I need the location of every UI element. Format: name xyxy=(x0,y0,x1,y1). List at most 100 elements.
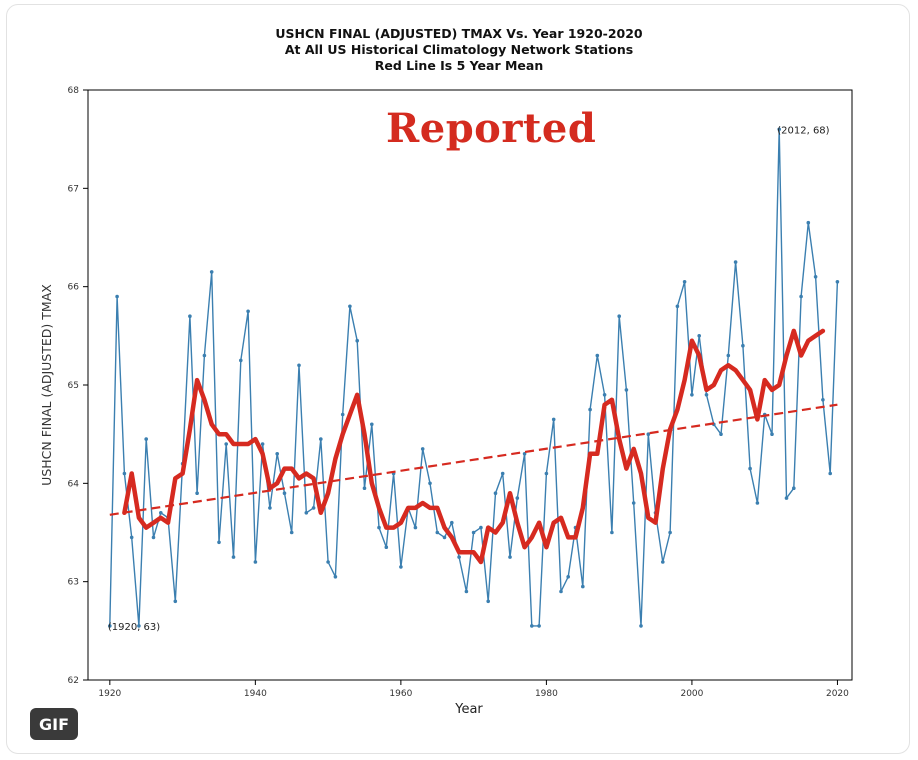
point-annotation: (2012, 68) xyxy=(777,125,829,136)
annual-tmax-point xyxy=(726,353,731,358)
annual-tmax-point xyxy=(704,393,709,397)
annual-tmax-point xyxy=(362,486,367,491)
x-tick-label: 1960 xyxy=(389,689,412,699)
annual-tmax-point xyxy=(806,220,811,225)
x-tick-label: 1920 xyxy=(98,689,121,699)
annual-tmax-point xyxy=(624,388,629,392)
annual-tmax-point xyxy=(777,127,781,132)
annual-tmax-point xyxy=(639,624,643,628)
annual-tmax-point xyxy=(544,471,549,476)
annual-tmax-point xyxy=(333,575,338,579)
gif-badge-button[interactable]: GIF xyxy=(30,708,78,740)
y-tick-label: 64 xyxy=(68,479,80,489)
annual-tmax-point xyxy=(420,447,425,451)
annual-tmax-point xyxy=(188,314,192,319)
annual-tmax-point xyxy=(697,334,701,338)
annual-tmax-point xyxy=(340,412,345,417)
annual-tmax-point xyxy=(217,540,221,545)
annual-tmax-point xyxy=(755,501,760,505)
annual-tmax-point xyxy=(610,530,614,535)
x-tick-label: 1980 xyxy=(535,689,558,699)
y-axis: 62 63 64 65 66 67 68 xyxy=(68,86,88,686)
y-axis-label: USHCN FINAL (ADJUSTED) TMAX xyxy=(39,284,54,486)
annual-tmax-point xyxy=(311,506,316,510)
annual-tmax-point xyxy=(304,511,309,515)
annual-tmax-point xyxy=(813,275,818,279)
annual-tmax-point xyxy=(471,530,476,535)
annual-tmax-point xyxy=(602,393,607,397)
chart-title-block: USHCN FINAL (ADJUSTED) TMAX Vs. Year 192… xyxy=(0,26,918,74)
reported-stamp: Reported xyxy=(386,105,597,152)
annual-tmax-point xyxy=(173,599,178,604)
annual-tmax-point xyxy=(559,589,563,594)
annual-tmax-point xyxy=(500,471,505,476)
annual-tmax-point xyxy=(275,452,280,456)
chart-subtitle-2: Red Line Is 5 Year Mean xyxy=(374,58,544,73)
annual-tmax-point xyxy=(348,304,352,309)
annual-tmax-point xyxy=(159,511,163,515)
annual-tmax-point xyxy=(799,294,803,299)
point-annotation: (1920, 63) xyxy=(108,622,160,633)
annual-tmax-point xyxy=(719,432,723,437)
y-tick-label: 63 xyxy=(68,578,79,588)
series-layer xyxy=(108,127,840,628)
trend-line xyxy=(109,403,838,516)
x-axis: 1920 1940 1960 1980 2000 2020 xyxy=(98,680,849,699)
annual-tmax-point xyxy=(493,491,498,496)
y-tick-label: 65 xyxy=(68,381,79,391)
annotations: (1920, 63) (2012, 68) xyxy=(108,125,830,633)
annual-tmax-point xyxy=(792,486,796,491)
y-tick-label: 62 xyxy=(68,676,79,686)
annual-tmax-point xyxy=(450,520,454,525)
five-year-mean-line xyxy=(122,328,826,565)
annual-tmax-point xyxy=(588,407,592,412)
annual-tmax-point xyxy=(661,560,665,564)
annual-tmax-point xyxy=(297,363,301,368)
chart-title: USHCN FINAL (ADJUSTED) TMAX Vs. Year 192… xyxy=(275,26,643,41)
annual-tmax-point xyxy=(355,338,360,343)
annual-tmax-point xyxy=(457,555,461,559)
annual-tmax-point xyxy=(508,555,512,559)
annual-tmax-point xyxy=(515,496,520,500)
annual-tmax-point xyxy=(282,491,287,496)
annual-tmax-point xyxy=(464,589,469,594)
annual-tmax-point xyxy=(399,565,403,569)
annual-tmax-point xyxy=(253,560,258,564)
annual-tmax-point xyxy=(108,624,112,628)
annual-tmax-point xyxy=(268,506,272,510)
y-tick-label: 68 xyxy=(68,86,80,96)
annual-tmax-point xyxy=(209,270,214,274)
annual-tmax-point xyxy=(784,496,789,500)
annual-tmax-point xyxy=(326,560,330,564)
annual-tmax-point xyxy=(435,530,440,535)
post-card xyxy=(6,4,910,754)
annual-tmax-point xyxy=(239,358,243,363)
annual-tmax-point xyxy=(428,481,432,486)
annual-tmax-point xyxy=(486,599,491,604)
annual-tmax-point xyxy=(137,624,141,628)
annual-tmax-point xyxy=(231,555,236,559)
annual-tmax-point xyxy=(224,442,228,446)
annual-tmax-point xyxy=(319,437,323,441)
x-axis-label: Year xyxy=(454,702,483,717)
x-tick-label: 2020 xyxy=(826,689,849,699)
annual-tmax-point xyxy=(115,294,119,299)
annual-tmax-point xyxy=(537,624,541,628)
annual-tmax-point xyxy=(122,471,127,476)
annual-tmax-point xyxy=(530,624,534,628)
annual-tmax-point xyxy=(733,260,738,264)
annual-tmax-point xyxy=(595,353,600,358)
annual-tmax-point xyxy=(690,393,694,397)
annual-tmax-point xyxy=(129,535,134,540)
annual-tmax-point xyxy=(442,535,447,540)
annual-tmax-point xyxy=(668,530,672,535)
annual-tmax-point xyxy=(581,584,585,589)
annual-tmax-point xyxy=(835,280,840,284)
annual-tmax-point xyxy=(741,343,745,348)
annual-tmax-point xyxy=(675,304,680,309)
annual-tmax-point xyxy=(413,525,418,530)
y-tick-label: 66 xyxy=(68,283,80,293)
annual-tmax-point xyxy=(151,535,156,540)
annual-tmax-point xyxy=(246,309,250,314)
